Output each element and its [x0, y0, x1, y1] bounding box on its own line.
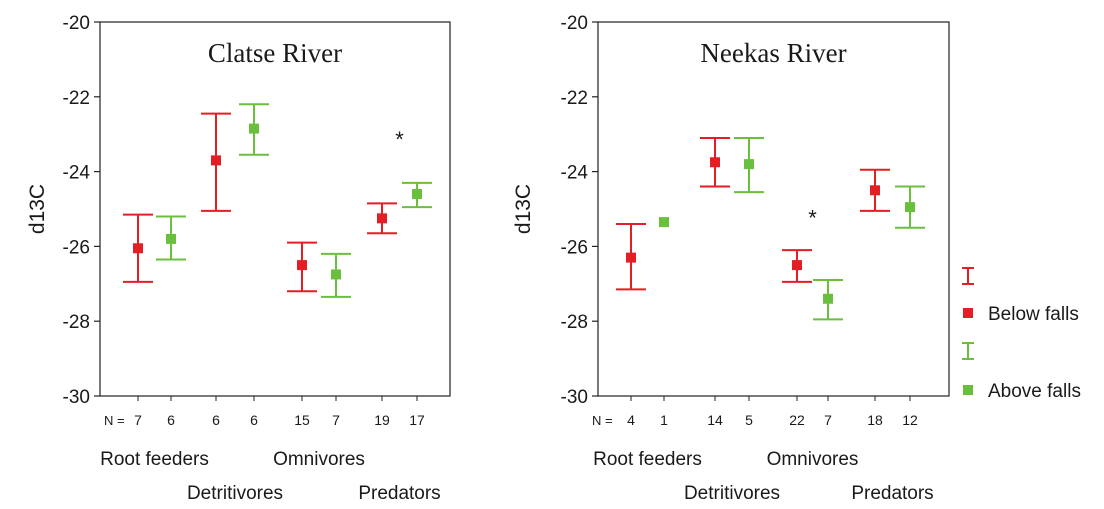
- mean-marker: [744, 159, 754, 170]
- chart-panel-2: Neekas River -20 -22 -24 -26 -28 -30 d13C N = 4 14…: [512, 13, 950, 504]
- y-tick-label: -26: [561, 237, 588, 258]
- chart-panel-1: Clatse River -20 -22 -24 -26 -28 -30 d13C N = 7 6 1…: [26, 13, 451, 504]
- mean-marker: [331, 269, 341, 280]
- mean-marker: [823, 293, 833, 304]
- n-count: 7: [824, 412, 832, 428]
- y-tick-label: -30: [63, 387, 90, 408]
- group-label: Omnivores: [767, 449, 859, 470]
- n-count: 4: [627, 412, 635, 428]
- n-count: 15: [294, 412, 310, 428]
- group-label: Predators: [358, 483, 440, 504]
- group-label: Detritivores: [684, 483, 780, 504]
- y-axis-label: d13C: [512, 184, 535, 234]
- chart-title: Clatse River: [208, 38, 342, 68]
- significance-asterisk: *: [808, 205, 817, 230]
- n-count: 19: [374, 412, 390, 428]
- mean-marker: [710, 157, 720, 168]
- chart-title: Neekas River: [700, 38, 846, 68]
- group-label: Root feeders: [593, 449, 702, 470]
- mean-marker: [905, 202, 915, 213]
- plot-frame: [597, 21, 950, 397]
- mean-marker: [412, 189, 422, 200]
- mean-marker: [133, 243, 143, 254]
- mean-marker: [377, 213, 387, 224]
- mean-marker: [870, 185, 880, 196]
- y-tick-label: -24: [63, 163, 91, 184]
- y-tick-label: -20: [561, 13, 588, 34]
- n-count: 1: [660, 412, 668, 428]
- n-count: 17: [409, 412, 425, 428]
- mean-marker: [659, 217, 669, 228]
- n-count: 7: [134, 412, 142, 428]
- significance-asterisk: *: [395, 127, 404, 152]
- n-count: 22: [789, 412, 805, 428]
- mean-marker: [249, 123, 259, 134]
- y-tick-label: -30: [561, 387, 588, 408]
- n-count: 18: [867, 412, 883, 428]
- mean-marker: [792, 260, 802, 271]
- group-label: Omnivores: [273, 449, 365, 470]
- mean-marker: [166, 233, 176, 244]
- mean-marker: [297, 260, 307, 271]
- y-tick-label: -22: [561, 88, 588, 109]
- group-label: Predators: [851, 483, 933, 504]
- y-tick-label: -24: [561, 163, 589, 184]
- n-count: 7: [332, 412, 340, 428]
- legend-label: Below falls: [988, 304, 1079, 325]
- mean-marker: [211, 155, 221, 166]
- n-count: 6: [250, 412, 258, 428]
- legend-marker-swatch: [963, 385, 973, 395]
- y-tick-label: -26: [63, 237, 90, 258]
- legend-marker-swatch: [963, 308, 973, 318]
- y-tick-label: -22: [63, 88, 90, 109]
- legend: Below falls Above falls: [962, 267, 1081, 402]
- legend-label: Above falls: [988, 381, 1081, 402]
- y-axis-label: d13C: [26, 184, 49, 234]
- n-label: N =: [592, 413, 613, 428]
- mean-marker: [626, 252, 636, 263]
- y-tick-label: -28: [63, 312, 90, 333]
- group-label: Detritivores: [187, 483, 283, 504]
- n-count: 12: [902, 412, 918, 428]
- y-tick-label: -20: [63, 13, 90, 34]
- n-count: 6: [167, 412, 175, 428]
- y-tick-label: -28: [561, 312, 588, 333]
- n-count: 14: [707, 412, 723, 428]
- n-count: 6: [212, 412, 220, 428]
- n-count: 5: [745, 412, 753, 428]
- group-label: Root feeders: [100, 449, 209, 470]
- n-label: N =: [104, 413, 125, 428]
- plot-frame: [99, 21, 451, 397]
